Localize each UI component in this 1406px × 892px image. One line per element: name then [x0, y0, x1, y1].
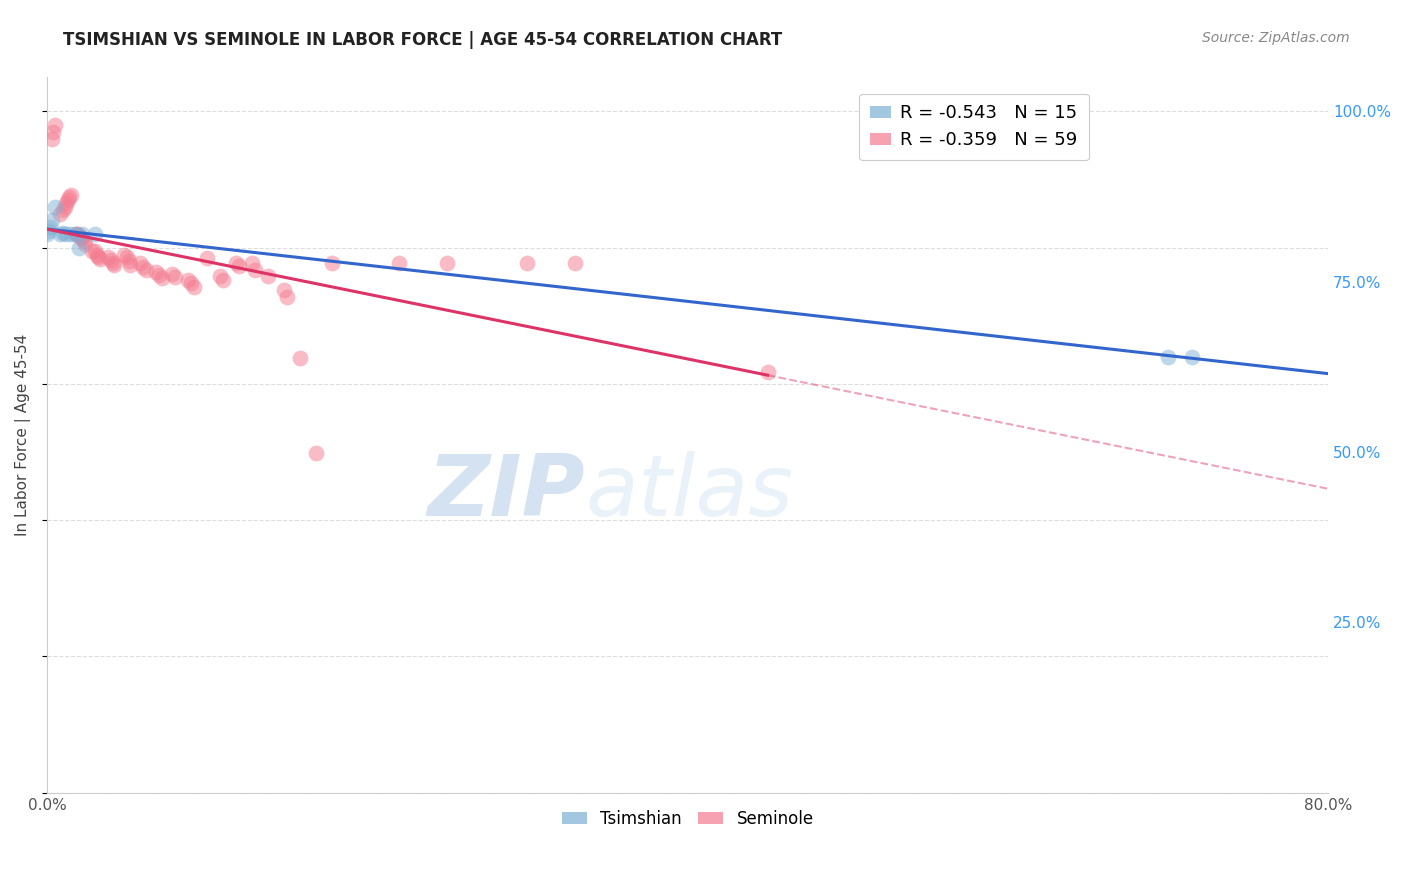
Point — [160, 267, 183, 281]
Point — [148, 268, 170, 282]
Point — [195, 251, 218, 265]
Point — [257, 269, 280, 284]
Point — [44, 200, 66, 214]
Point — [208, 269, 231, 284]
Text: atlas: atlas — [585, 450, 793, 533]
Point — [1181, 350, 1204, 364]
Point — [120, 258, 142, 272]
Point — [516, 256, 538, 270]
Point — [86, 247, 108, 261]
Point — [305, 446, 328, 460]
Point — [103, 259, 125, 273]
Point — [388, 256, 411, 270]
Point — [65, 227, 87, 241]
Point — [183, 279, 205, 293]
Point — [165, 270, 187, 285]
Point — [41, 213, 63, 227]
Legend: Tsimshian, Seminole: Tsimshian, Seminole — [555, 803, 820, 834]
Point — [42, 125, 65, 139]
Point — [84, 244, 107, 259]
Point — [75, 237, 97, 252]
Point — [55, 227, 77, 241]
Point — [49, 227, 72, 241]
Point — [321, 256, 343, 270]
Point — [240, 256, 263, 270]
Point — [225, 256, 247, 270]
Point — [128, 256, 150, 270]
Text: ZIP: ZIP — [427, 450, 585, 533]
Point — [276, 290, 298, 304]
Point — [112, 247, 135, 261]
Point — [84, 227, 107, 241]
Point — [100, 252, 122, 267]
Point — [228, 259, 250, 273]
Point — [56, 193, 79, 207]
Text: TSIMSHIAN VS SEMINOLE IN LABOR FORCE | AGE 45-54 CORRELATION CHART: TSIMSHIAN VS SEMINOLE IN LABOR FORCE | A… — [63, 31, 783, 49]
Point — [73, 234, 96, 248]
Point — [52, 203, 75, 218]
Point — [115, 250, 138, 264]
Point — [101, 256, 124, 270]
Point — [756, 365, 779, 379]
Point — [66, 227, 89, 241]
Point — [59, 187, 82, 202]
Point — [87, 250, 110, 264]
Point — [150, 271, 173, 285]
Point — [132, 260, 155, 274]
Point — [44, 118, 66, 132]
Point — [97, 250, 120, 264]
Point — [41, 132, 63, 146]
Point — [70, 227, 93, 241]
Point — [135, 262, 157, 277]
Point — [39, 220, 62, 235]
Point — [52, 226, 75, 240]
Point — [243, 262, 266, 277]
Point — [145, 264, 167, 278]
Point — [65, 227, 87, 241]
Y-axis label: In Labor Force | Age 45-54: In Labor Force | Age 45-54 — [15, 334, 31, 536]
Point — [38, 224, 60, 238]
Point — [212, 273, 235, 287]
Point — [35, 227, 58, 241]
Point — [53, 200, 76, 214]
Point — [564, 256, 586, 270]
Point — [436, 256, 458, 270]
Point — [1157, 350, 1180, 364]
Point — [67, 241, 90, 255]
Point — [59, 227, 82, 241]
Point — [117, 254, 139, 268]
Point — [49, 207, 72, 221]
Point — [58, 189, 80, 203]
Point — [69, 230, 91, 244]
Point — [273, 283, 295, 297]
Text: Source: ZipAtlas.com: Source: ZipAtlas.com — [1202, 31, 1350, 45]
Point — [288, 351, 311, 365]
Point — [177, 273, 200, 287]
Point — [89, 252, 111, 267]
Point — [55, 196, 77, 211]
Point — [70, 230, 93, 244]
Point — [180, 276, 202, 290]
Point — [80, 244, 103, 259]
Point — [67, 228, 90, 243]
